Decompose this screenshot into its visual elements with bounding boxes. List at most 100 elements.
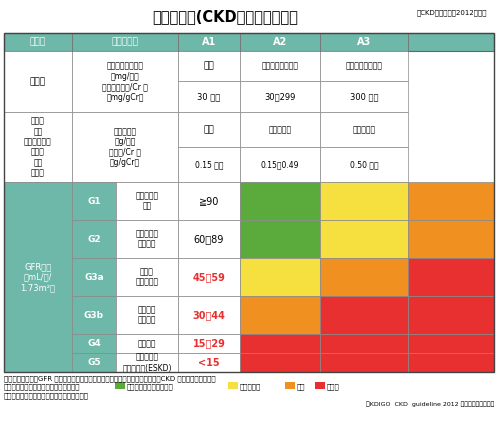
Bar [240,51,320,81]
Bar [72,258,116,296]
Text: 15〜29: 15〜29 [193,338,226,348]
Bar [116,220,178,258]
Bar [320,182,408,220]
Text: G3b: G3b [84,310,104,319]
Bar [4,51,72,112]
Bar [240,258,320,296]
Text: 30 未満: 30 未満 [197,92,221,101]
Bar [116,296,178,334]
Bar [72,296,116,334]
Bar [178,81,240,112]
Text: ，オレンジ: ，オレンジ [240,383,261,390]
Text: （KDIGO  CKD  guideline 2012 を日本人用に改変）: （KDIGO CKD guideline 2012 を日本人用に改変） [366,401,494,407]
Bar [320,353,408,372]
Text: 正常: 正常 [204,125,214,134]
Text: ステージが上昇するほどリスクは上昇する．: ステージが上昇するほどリスクは上昇する． [4,392,89,399]
Text: 0.15 未満: 0.15 未満 [195,160,223,169]
Bar [408,258,494,296]
Bar [178,182,240,220]
Bar [320,112,408,147]
Text: GFR区分
（mL/分/
1.73m²）: GFR区分 （mL/分/ 1.73m²） [20,262,55,292]
Text: 高度低下: 高度低下 [138,339,156,348]
Text: ≧90: ≧90 [199,196,219,206]
Text: 顕性アルブミン尿: 顕性アルブミン尿 [346,61,382,71]
Text: 高度低下〜
末期腎不全(ESKD): 高度低下〜 末期腎不全(ESKD) [122,353,172,372]
Bar [320,220,408,258]
Text: 45〜59: 45〜59 [193,272,226,282]
Text: 30〜44: 30〜44 [193,310,226,320]
Text: 軽度〜
中等度低下: 軽度〜 中等度低下 [135,267,158,287]
Bar [408,334,494,353]
Text: G4: G4 [87,339,101,348]
Bar [240,353,320,372]
Bar [315,382,325,389]
Bar [178,258,240,296]
Bar [178,334,240,353]
Text: 期腎不全，心血管死亡発症のリスクを緑: 期腎不全，心血管死亡発症のリスクを緑 [4,383,81,390]
Bar [408,220,494,258]
Bar [4,33,494,51]
Text: 正常: 正常 [204,61,214,71]
Text: 300 以上: 300 以上 [350,92,378,101]
Text: G2: G2 [87,234,101,243]
Text: 軽度蛋白尿: 軽度蛋白尿 [268,125,291,134]
Text: G1: G1 [87,197,101,206]
Text: 原疾患: 原疾患 [30,37,46,46]
Bar [72,334,116,353]
Text: 0.50 以上: 0.50 以上 [350,160,378,169]
Text: 30〜299: 30〜299 [264,92,296,101]
Text: 「CKD診療ガイド2012」参照: 「CKD診療ガイド2012」参照 [417,9,488,15]
Bar [240,182,320,220]
Bar [408,296,494,334]
Bar [240,147,320,182]
Bar [4,182,72,372]
Text: 尿蛋白定量
（g/日）
尿蛋白/Cr 比
（g/gCr）: 尿蛋白定量 （g/日） 尿蛋白/Cr 比 （g/gCr） [109,127,141,167]
Text: 慢性腎臓病(CKD）の重症度分類: 慢性腎臓病(CKD）の重症度分類 [152,9,298,24]
Text: G3a: G3a [84,273,104,282]
Bar [228,382,238,389]
Bar [320,296,408,334]
Bar [72,182,116,220]
Bar [320,147,408,182]
Text: 尿アルブミン定量
（mg/日）
尿アルブミン/Cr 比
（mg/gCr）: 尿アルブミン定量 （mg/日） 尿アルブミン/Cr 比 （mg/gCr） [102,61,148,101]
Text: 高度蛋白尿: 高度蛋白尿 [353,125,375,134]
Bar [178,112,240,147]
Text: 0.15〜0.49: 0.15〜0.49 [261,160,299,169]
Bar [4,33,494,372]
Bar [240,81,320,112]
Bar [408,182,494,220]
Bar [178,220,240,258]
Text: A1: A1 [202,37,216,47]
Text: 正常または
高値: 正常または 高値 [135,191,158,211]
Bar [116,182,178,220]
Bar [240,220,320,258]
Text: 正常または
軽度低下: 正常または 軽度低下 [135,229,158,249]
Text: <15: <15 [198,357,220,368]
Bar [178,296,240,334]
Bar [408,353,494,372]
Bar [4,112,72,182]
Text: ，赤: ，赤 [297,383,305,390]
Text: 60〜89: 60〜89 [194,234,224,244]
Bar [72,353,116,372]
Bar [320,81,408,112]
Bar [115,382,125,389]
Text: G5: G5 [87,358,101,367]
Text: 糖尿病: 糖尿病 [30,77,46,86]
Bar [72,51,178,112]
Bar [116,334,178,353]
Text: 高血圧
腎炎
多発性嚢胞腎
移植腎
不明
その他: 高血圧 腎炎 多発性嚢胞腎 移植腎 不明 その他 [24,117,52,178]
Text: 中等度〜
高度低下: 中等度〜 高度低下 [138,305,156,325]
Text: 重症度は原疾患・GFR 区分・蛋白尿区分を合わせたステージにより評価する．CKD の重症度は死亡，末: 重症度は原疾患・GFR 区分・蛋白尿区分を合わせたステージにより評価する．CKD… [4,375,216,381]
Bar [240,296,320,334]
Bar [116,353,178,372]
Bar [116,258,178,296]
Bar [178,147,240,182]
Bar [320,334,408,353]
Text: の順に: の順に [327,383,340,390]
Bar [72,220,116,258]
Bar [240,112,320,147]
Bar [72,112,178,182]
Bar [178,51,240,81]
Bar [285,382,295,389]
